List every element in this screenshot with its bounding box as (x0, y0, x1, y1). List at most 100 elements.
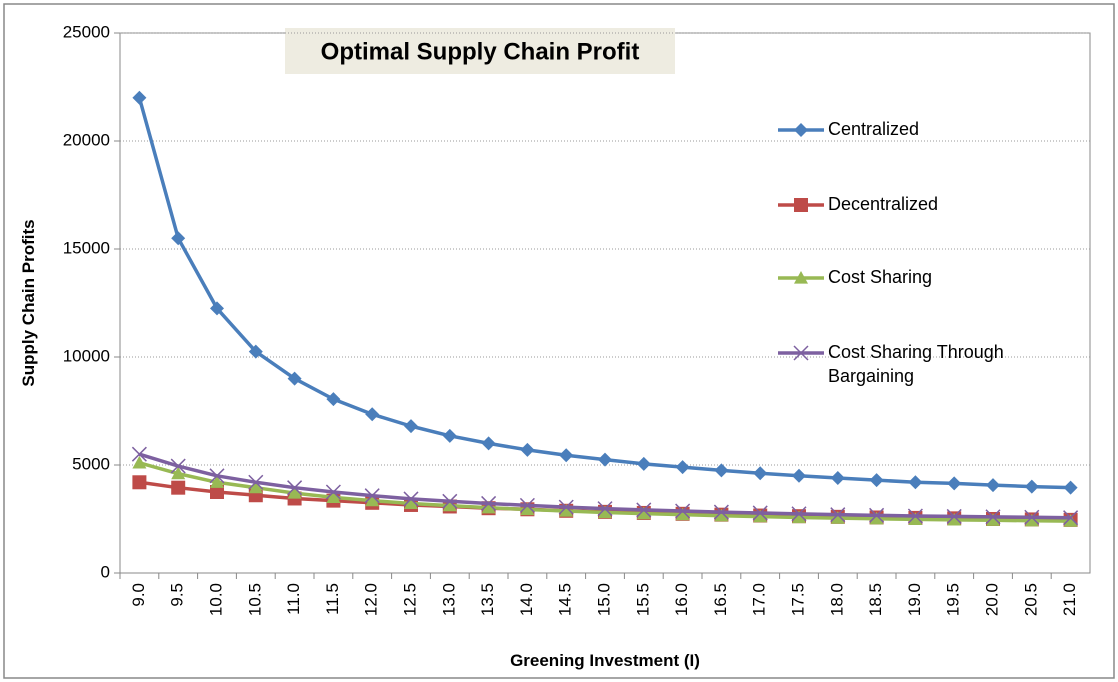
data-point (210, 485, 224, 499)
legend-swatch-marker (794, 198, 808, 212)
x-tick-label: 19.0 (905, 583, 924, 616)
data-point (869, 473, 884, 488)
legend-entry: Cost Sharing Through Bargaining (828, 342, 1004, 386)
y-tick-label: 20000 (63, 130, 110, 149)
data-point (248, 474, 264, 490)
x-tick-label: 9.0 (129, 583, 148, 607)
y-tick-label: 5000 (72, 454, 110, 473)
legend-label: Cost Sharing (828, 267, 933, 287)
data-point (792, 510, 806, 524)
x-tick-label: 14.0 (517, 583, 536, 616)
data-point (1063, 480, 1078, 495)
x-tick-label: 17.0 (750, 583, 769, 616)
y-tick-label: 15000 (63, 238, 110, 257)
data-point (171, 480, 186, 495)
legend-swatch-marker (793, 345, 809, 361)
data-point (365, 493, 380, 507)
data-point (404, 496, 418, 510)
x-tick-label: 9.5 (168, 583, 187, 607)
data-point (325, 484, 341, 500)
x-tick-label: 16.0 (672, 583, 691, 616)
x-tick-label: 14.5 (556, 583, 575, 616)
data-point (947, 476, 962, 491)
data-point (713, 504, 729, 520)
data-point (171, 466, 186, 480)
data-point (753, 466, 768, 481)
data-point (830, 470, 845, 485)
data-point (869, 511, 884, 525)
data-point (598, 452, 612, 467)
data-point (210, 301, 224, 316)
data-point (985, 509, 1001, 525)
x-tick-label: 10.0 (206, 583, 225, 616)
data-point (792, 468, 806, 483)
x-tick-label: 11.5 (323, 583, 342, 615)
y-tick-label: 0 (101, 562, 110, 581)
data-point (326, 392, 341, 407)
title-box (285, 28, 675, 74)
data-point (869, 507, 885, 523)
data-point (986, 478, 1000, 493)
data-point (481, 495, 497, 511)
x-tick-label: 20.5 (1021, 583, 1040, 616)
y-tick-label: 10000 (63, 346, 110, 365)
legend-swatch-marker (794, 271, 808, 284)
data-point (248, 480, 263, 494)
data-point (675, 507, 690, 521)
data-point (403, 491, 419, 507)
data-point (753, 509, 768, 523)
x-tick-label: 18.5 (866, 583, 885, 616)
data-point (675, 460, 690, 475)
data-point (442, 428, 457, 443)
data-point (1024, 513, 1039, 527)
y-tick-label: 25000 (63, 22, 110, 41)
x-tick-label: 18.0 (827, 583, 846, 616)
data-point (248, 344, 263, 359)
x-tick-label: 10.5 (245, 583, 264, 616)
legend-entry: Centralized (828, 119, 920, 139)
data-point (287, 480, 303, 496)
data-point (1063, 510, 1079, 526)
legend-label: Decentralized (828, 194, 939, 214)
x-tick-label: 15.0 (594, 583, 613, 616)
data-point (442, 498, 457, 512)
legend-entry: Cost Sharing (828, 267, 933, 287)
legend-label: Centralized (828, 119, 920, 139)
data-point (986, 513, 1000, 526)
data-point (520, 502, 535, 516)
chart-border (3, 3, 1115, 679)
legend-entry: Decentralized (828, 194, 939, 214)
x-tick-label: 11.0 (284, 583, 303, 615)
data-point (520, 442, 535, 457)
data-point (365, 407, 380, 422)
data-point (752, 505, 768, 521)
data-point (404, 419, 418, 434)
data-point (519, 497, 535, 513)
data-point (714, 463, 729, 478)
data-point (636, 502, 652, 518)
data-point (636, 506, 651, 520)
data-point (171, 231, 186, 246)
data-point (559, 448, 574, 463)
data-point (326, 490, 341, 503)
data-point (209, 468, 225, 484)
x-tick-label: 13.0 (439, 583, 458, 616)
chart-title: Optimal Supply Chain Profit (321, 38, 640, 65)
data-point (830, 511, 845, 524)
x-tick-label: 16.5 (711, 583, 730, 616)
data-point (714, 508, 729, 522)
data-point (598, 505, 612, 519)
y-axis-label: Supply Chain Profits (19, 219, 38, 386)
data-point (170, 458, 186, 474)
data-point (210, 475, 224, 488)
data-point (597, 501, 613, 517)
legend-swatch-marker (794, 123, 808, 137)
data-point (830, 507, 846, 523)
data-point (131, 446, 147, 462)
data-point (287, 486, 302, 499)
data-point (791, 506, 807, 522)
data-point (481, 500, 496, 514)
data-point (907, 508, 923, 524)
data-point (1024, 509, 1040, 525)
